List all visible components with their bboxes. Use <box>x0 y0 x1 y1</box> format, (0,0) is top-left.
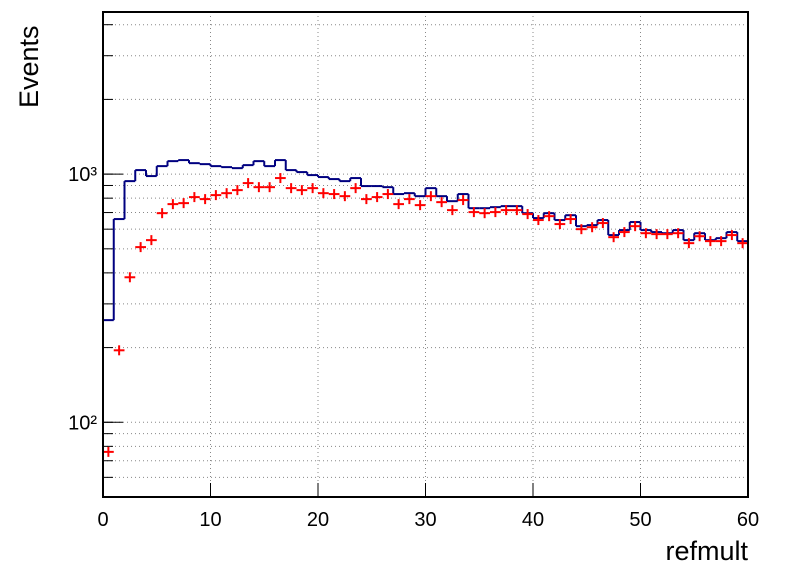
x-tick-label: 20 <box>307 509 329 531</box>
data-point <box>393 199 404 210</box>
data-point <box>264 182 275 193</box>
data-point <box>694 231 705 242</box>
x-tick-label: 40 <box>522 509 544 531</box>
data-point <box>640 228 652 239</box>
data-point <box>554 219 566 230</box>
x-tick-label: 0 <box>97 509 108 531</box>
x-tick-label: 60 <box>737 509 759 531</box>
data-point <box>447 205 458 216</box>
y-tick-label: 10² <box>68 412 97 434</box>
data-point <box>479 208 490 219</box>
data-point <box>113 345 125 356</box>
data-point <box>178 198 189 209</box>
data-point <box>285 183 297 194</box>
data-point <box>662 229 673 240</box>
data-point <box>490 207 501 218</box>
data-point <box>586 222 598 233</box>
data-point <box>414 200 426 211</box>
data-point <box>361 194 372 205</box>
data-point <box>296 185 308 196</box>
data-point <box>576 224 587 235</box>
data-point <box>597 218 609 229</box>
data-point <box>457 195 469 206</box>
data-point <box>146 235 157 246</box>
data-point <box>683 238 695 249</box>
data-point <box>371 192 383 203</box>
data-point <box>608 232 619 243</box>
data-point <box>318 188 329 199</box>
data-point <box>124 272 136 283</box>
data-point <box>210 190 222 201</box>
data-point <box>500 205 512 216</box>
x-tick-label: 10 <box>199 509 221 531</box>
data-point <box>232 185 243 196</box>
x-axis-label: refmult <box>665 536 748 566</box>
data-point <box>468 207 480 218</box>
data-point <box>511 205 523 216</box>
data-point <box>242 178 254 189</box>
data-point <box>715 236 727 247</box>
data-point <box>189 192 200 203</box>
data-point <box>672 228 684 239</box>
data-point <box>275 173 286 184</box>
data-point <box>565 214 576 225</box>
data-point <box>533 215 544 226</box>
data-point <box>307 183 318 194</box>
data-point <box>404 194 415 205</box>
data-point <box>253 182 265 193</box>
data-point <box>350 183 361 194</box>
y-tick-label: 10³ <box>68 164 97 186</box>
plot-frame <box>102 11 749 498</box>
data-point <box>522 209 533 220</box>
data-point <box>737 238 748 249</box>
data-point <box>629 221 641 232</box>
data-point <box>425 191 437 202</box>
data-point <box>651 229 662 240</box>
data-point <box>382 189 394 200</box>
data-point <box>619 227 630 238</box>
data-point <box>339 191 351 202</box>
data-point <box>436 197 447 208</box>
data-point <box>328 189 340 200</box>
y-axis-label: Events <box>14 25 44 108</box>
data-point <box>221 188 232 199</box>
data-point <box>135 242 146 253</box>
data-point <box>705 236 716 247</box>
data-point <box>199 194 211 205</box>
x-tick-label: 50 <box>629 509 651 531</box>
data-point <box>103 446 114 457</box>
data-point <box>156 208 168 219</box>
data-point <box>726 230 738 241</box>
data-point <box>543 211 555 222</box>
data-point <box>167 199 179 210</box>
x-tick-label: 30 <box>414 509 436 531</box>
